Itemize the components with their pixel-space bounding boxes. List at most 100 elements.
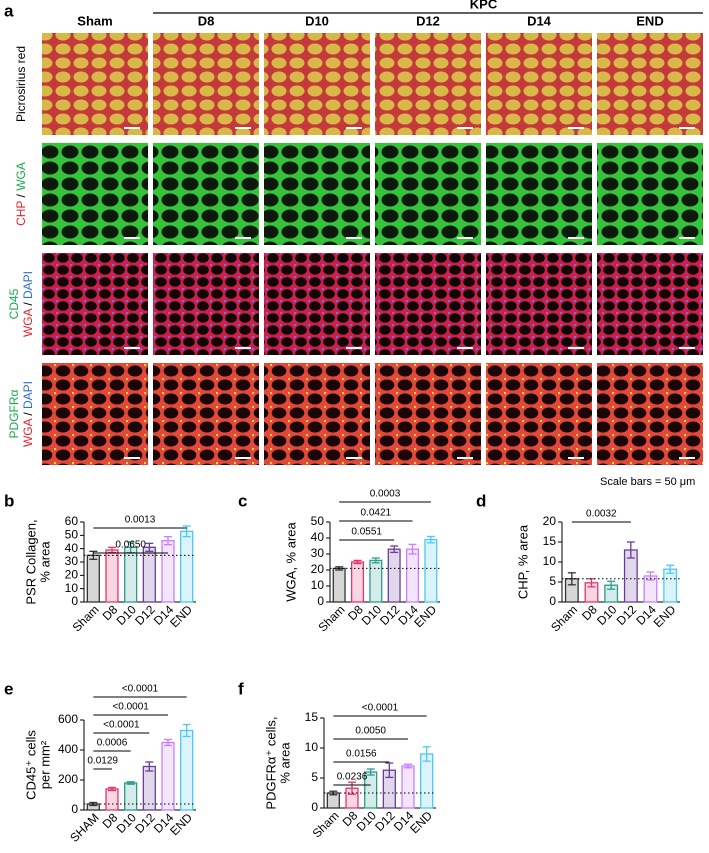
x-tick-label: END [411, 602, 439, 630]
bar [124, 782, 138, 811]
row-label: PDGFRα [7, 389, 21, 438]
p-value: <0.0001 [122, 684, 159, 695]
y-tick-label: 50 [65, 528, 79, 542]
y-tick-label: 10 [543, 554, 557, 568]
bar [161, 741, 175, 811]
error-bar [366, 768, 375, 776]
p-value: 0.0650 [115, 540, 146, 551]
micrograph [153, 253, 259, 355]
error-bar [164, 738, 172, 747]
y-tick-label: 20 [311, 562, 325, 576]
group-label: KPC [470, 0, 498, 11]
bar [401, 765, 415, 809]
row-label: Picrosirius red [14, 46, 28, 122]
error-bar [145, 542, 154, 552]
micrograph [597, 363, 703, 465]
p-value: 0.0013 [125, 515, 156, 526]
micrograph [42, 363, 148, 465]
p-value: 0.0003 [370, 489, 401, 500]
y-axis-label: % area [277, 742, 292, 784]
micrograph [486, 33, 592, 135]
p-value: 0.0156 [346, 749, 377, 760]
row-label-part: WGA [21, 418, 35, 447]
y-axis-label: CD45⁺ cells [23, 730, 38, 800]
bar [420, 753, 434, 809]
micrograph [42, 253, 148, 355]
micrograph [264, 253, 370, 355]
bar [180, 729, 194, 811]
y-tick-label: 50 [311, 514, 325, 528]
y-tick-label: 10 [65, 581, 79, 595]
panel-label: f [238, 679, 244, 698]
y-tick-label: 0 [71, 594, 78, 608]
micrograph [597, 143, 703, 245]
micrograph [153, 143, 259, 245]
error-bar [426, 535, 435, 544]
micrograph [486, 253, 592, 355]
y-tick-label: 30 [311, 546, 325, 560]
error-bar [626, 541, 635, 559]
p-value: 0.0129 [87, 756, 118, 767]
micrograph [375, 253, 481, 355]
bar [105, 788, 119, 811]
micrograph [597, 33, 703, 135]
bar [663, 568, 678, 603]
error-bar [666, 564, 675, 574]
y-tick-label: 10 [305, 740, 319, 754]
micrograph [264, 33, 370, 135]
y-axis-label: % area [37, 541, 52, 583]
column-label: END [636, 13, 663, 28]
y-tick-label: 0 [549, 594, 556, 608]
y-tick-label: 60 [65, 514, 79, 528]
micrograph [486, 363, 592, 465]
micrograph [42, 33, 148, 135]
bar [387, 548, 401, 603]
y-tick-label: 5 [311, 770, 318, 784]
bar [86, 554, 100, 603]
row-label: CD45 [7, 288, 21, 319]
panel-label: d [476, 491, 486, 510]
error-bar [126, 781, 135, 785]
error-bar [390, 545, 399, 554]
y-axis-label: per mm² [37, 740, 52, 789]
x-tick-label: END [167, 810, 195, 838]
micrograph [375, 33, 481, 135]
y-tick-label: 20 [65, 568, 79, 582]
micrograph [486, 143, 592, 245]
error-bar [567, 572, 576, 586]
y-tick-label: 5 [549, 574, 556, 588]
p-value: <0.0001 [103, 720, 140, 731]
y-tick-label: 30 [65, 554, 79, 568]
p-value: 0.0006 [97, 738, 128, 749]
bar [105, 549, 119, 603]
column-label: D8 [198, 13, 215, 28]
p-value: 0.0032 [586, 509, 617, 520]
error-bar [385, 762, 394, 779]
p-value: 0.0551 [351, 527, 382, 538]
error-bar [422, 746, 431, 762]
p-value: <0.0001 [362, 703, 399, 714]
row-label-part: CHP [14, 201, 28, 226]
row-label-part: WGA [21, 308, 35, 337]
error-bar [108, 786, 116, 792]
micrograph [375, 363, 481, 465]
y-tick-label: 400 [58, 742, 78, 756]
y-axis-label: WGA, % area [283, 521, 298, 601]
row-label-part: / [21, 409, 35, 419]
y-tick-label: 0 [71, 802, 78, 816]
error-bar [164, 536, 172, 546]
row-label-part: Picrosirius red [14, 46, 28, 122]
panel-label: c [238, 491, 247, 510]
y-axis-label: CHP, % area [515, 524, 530, 599]
row-label-part: PDGFRα [7, 389, 21, 438]
bar [124, 546, 138, 603]
column-label: D14 [527, 13, 552, 28]
x-tick-label: END [651, 602, 679, 630]
row-label: WGA / DAPI [21, 381, 35, 447]
bar [332, 567, 346, 603]
x-tick-label: END [407, 808, 435, 836]
column-label: Sham [77, 13, 112, 28]
y-tick-label: 200 [58, 772, 78, 786]
y-tick-label: 40 [311, 530, 325, 544]
